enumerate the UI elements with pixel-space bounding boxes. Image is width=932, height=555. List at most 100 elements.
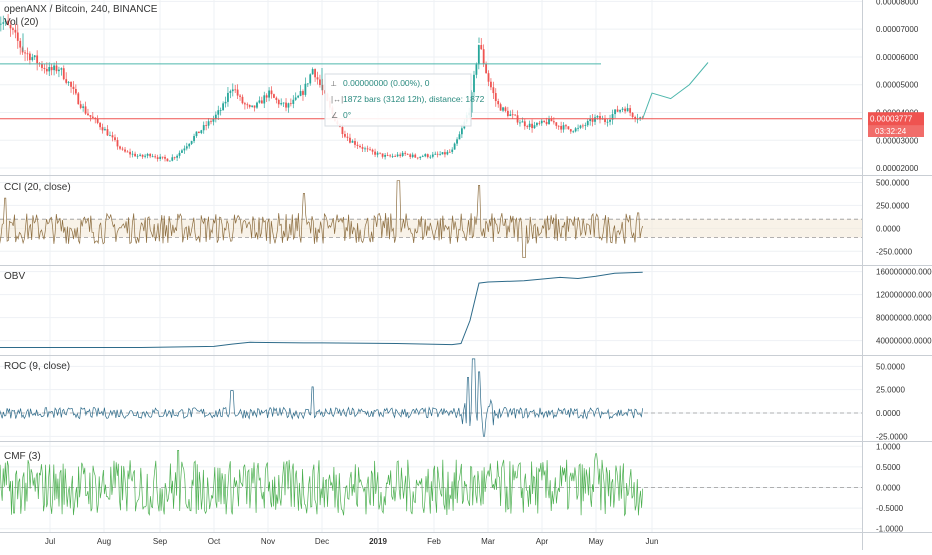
- candle-body: [251, 105, 254, 107]
- time-tick-label: Jun: [646, 537, 659, 546]
- candle-body: [389, 155, 392, 157]
- measure-price-change: 0.00000000 (0.00%), 0: [343, 78, 430, 88]
- cci-tick-label: 250.0000: [876, 201, 910, 210]
- candle-body: [258, 100, 261, 103]
- candle-body: [200, 130, 203, 134]
- roc-axis[interactable]: 50.0000 25.0000 0.0000 -25.0000: [876, 362, 908, 441]
- candle-body: [227, 92, 229, 102]
- candle-body: [636, 118, 639, 120]
- candle-body: [222, 103, 225, 111]
- candle-body: [79, 104, 82, 108]
- cmf-line: [0, 450, 644, 517]
- candle-body: [67, 81, 70, 83]
- candle-body: [131, 153, 134, 155]
- candle-body: [311, 69, 314, 75]
- candle-body: [292, 99, 295, 104]
- candle-body: [319, 79, 321, 86]
- candle-body: [210, 121, 212, 123]
- candle-body: [77, 93, 80, 105]
- candle-body: [101, 127, 104, 131]
- candle-body: [287, 103, 290, 108]
- candle-body: [487, 73, 490, 82]
- candle-body: [109, 135, 111, 137]
- candle-body: [562, 125, 565, 130]
- cci-band-fill: [0, 219, 862, 238]
- candle-body: [166, 158, 169, 162]
- candle-body: [364, 148, 366, 150]
- obv-tick-label: 120000000.0000: [876, 291, 932, 300]
- candle-body: [371, 149, 374, 152]
- candle-body: [480, 44, 483, 50]
- candle-body: [436, 153, 439, 155]
- candle-body: [111, 135, 114, 138]
- obv-axis[interactable]: 160000000.0000 120000000.0000 80000000.000…: [876, 268, 932, 346]
- obv-tick-label: 80000000.0000: [876, 314, 932, 323]
- candle-body: [43, 67, 46, 69]
- time-axis[interactable]: Jul Aug Sep Oct Nov Dec 2019 Feb Mar Apr May Jun: [45, 537, 659, 546]
- candle-body: [346, 136, 349, 138]
- candle-body: [366, 148, 369, 150]
- time-tick-label: Mar: [481, 537, 495, 546]
- candle-body: [448, 151, 451, 153]
- candle-body: [416, 157, 419, 159]
- candle-body: [53, 65, 55, 71]
- candle-body: [16, 32, 19, 41]
- cmf-axis[interactable]: 1.0000 0.5000 0.0000 -0.5000 -1.0000: [876, 442, 904, 533]
- candle-body: [136, 155, 139, 157]
- candle-body: [314, 69, 316, 78]
- candle-body: [239, 95, 241, 97]
- candle-body: [176, 155, 179, 158]
- candle-body: [404, 152, 407, 154]
- cci-axis[interactable]: 500.0000 250.0000 0.0000 -250.0000: [876, 179, 913, 257]
- candle-body: [188, 143, 191, 147]
- candle-body: [572, 131, 575, 133]
- candle-body: [297, 95, 300, 98]
- candle-body: [253, 105, 256, 108]
- candle-body: [421, 156, 424, 158]
- time-tick-label: Aug: [97, 537, 111, 546]
- candle-body: [12, 28, 14, 30]
- candle-body: [482, 49, 485, 64]
- candle-body: [586, 121, 589, 126]
- candle-body: [277, 99, 280, 105]
- candle-body: [619, 109, 621, 112]
- candle-body: [509, 114, 512, 117]
- candle-body: [282, 102, 285, 104]
- candle-body: [591, 118, 594, 122]
- candle-body: [62, 68, 65, 80]
- candle-body: [129, 151, 131, 155]
- candle-body: [394, 156, 397, 157]
- time-tick-label: Dec: [315, 537, 329, 546]
- cci-label: CCI (20, close): [4, 182, 71, 193]
- candle-body: [144, 155, 147, 157]
- candle-body: [70, 81, 72, 87]
- price-tick-label: 0.00005000: [876, 81, 919, 90]
- candle-body: [426, 154, 429, 158]
- time-tick-label: May: [588, 537, 603, 546]
- candle-body: [511, 114, 514, 116]
- candle-body: [299, 91, 302, 96]
- candle-body: [552, 121, 555, 123]
- candle-body: [361, 147, 364, 149]
- cci-tick-label: 500.0000: [876, 179, 910, 188]
- candle-body: [444, 152, 446, 155]
- candle-body: [596, 116, 599, 118]
- candle-body: [631, 112, 634, 118]
- candle-body: [386, 155, 389, 156]
- candle-body: [344, 134, 346, 137]
- candle-body: [414, 154, 417, 158]
- cci-line: [0, 180, 644, 259]
- candle-body: [26, 53, 29, 55]
- candle-body: [306, 83, 309, 85]
- candle-body: [565, 125, 567, 127]
- candle-body: [538, 122, 541, 124]
- candle-body: [139, 154, 141, 156]
- candle-body: [231, 89, 234, 92]
- candle-body: [497, 101, 500, 105]
- candle-body: [268, 90, 270, 98]
- candle-body: [24, 52, 26, 54]
- candle-body: [316, 77, 319, 80]
- candle-body: [28, 53, 31, 61]
